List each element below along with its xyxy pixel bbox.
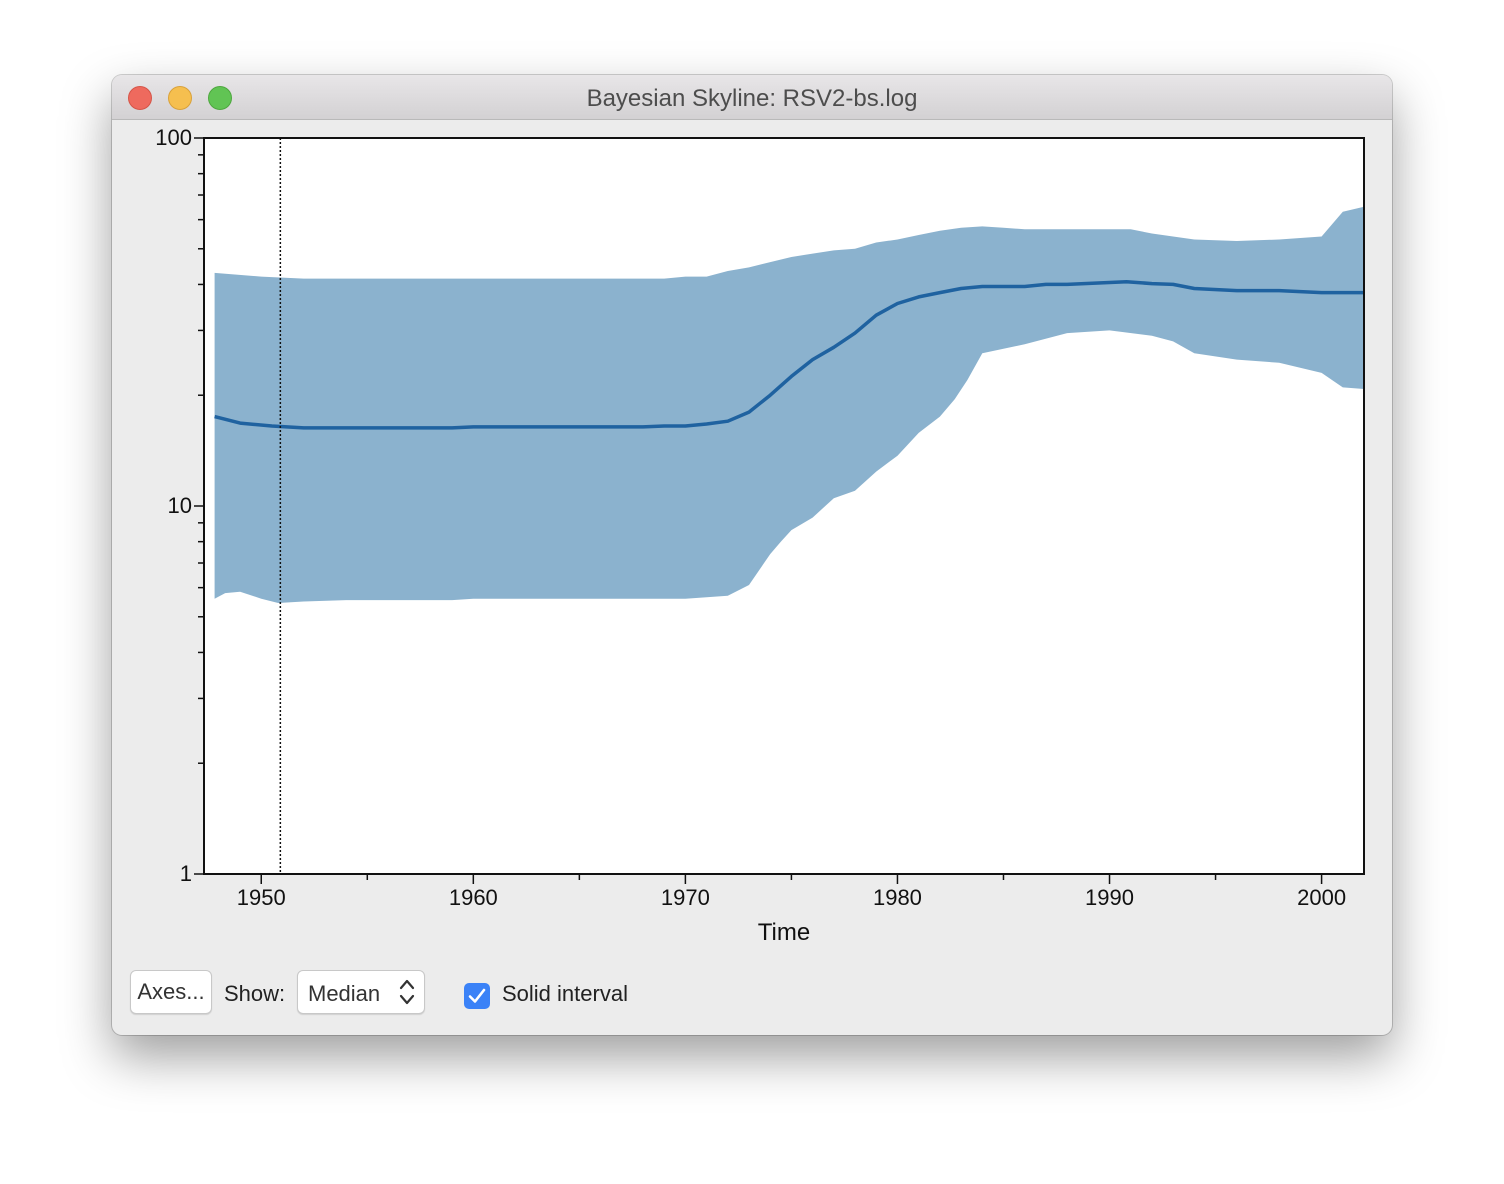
x-tick-label: 1980 [873, 885, 922, 910]
control-bar: Axes... Show: Median Solid interval [112, 960, 1392, 1035]
window-title: Bayesian Skyline: RSV2-bs.log [586, 85, 918, 112]
solid-interval-checkbox[interactable] [464, 983, 490, 1009]
title-bar: Bayesian Skyline: RSV2-bs.log [112, 75, 1392, 120]
zoom-window-button[interactable] [208, 86, 232, 110]
close-window-button[interactable] [128, 86, 152, 110]
app-window: Bayesian Skyline: RSV2-bs.log 1 10 100 1950… [112, 75, 1392, 1035]
solid-interval-label: Solid interval [502, 981, 628, 1006]
x-axis-label: Time [758, 919, 810, 946]
y-tick-label: 1 [180, 861, 192, 886]
checkmark-icon [468, 988, 486, 1003]
y-tick-label: 100 [155, 125, 192, 150]
show-select[interactable]: Median [297, 970, 425, 1014]
show-label: Show: [224, 981, 286, 1006]
axes-button[interactable]: Axes... [130, 970, 212, 1014]
x-tick-label: 1970 [661, 885, 710, 910]
skyline-chart-svg: 1 10 100 1950 1960 1970 1980 1990 2000 Time [155, 125, 1365, 946]
x-tick-label: 1960 [449, 885, 498, 910]
x-tick-label: 1950 [237, 885, 286, 910]
updown-chevron-icon [399, 979, 415, 1005]
minimize-window-button[interactable] [168, 86, 192, 110]
x-tick-label: 2000 [1297, 885, 1346, 910]
hpd-interval-band [214, 206, 1365, 604]
median-line [214, 279, 1364, 430]
x-tick-label: 1990 [1085, 885, 1134, 910]
y-tick-label: 10 [168, 493, 192, 518]
show-select-value: Median [308, 981, 381, 1006]
skyline-plot[interactable]: 1 10 100 1950 1960 1970 1980 1990 2000 Time [112, 120, 1392, 960]
